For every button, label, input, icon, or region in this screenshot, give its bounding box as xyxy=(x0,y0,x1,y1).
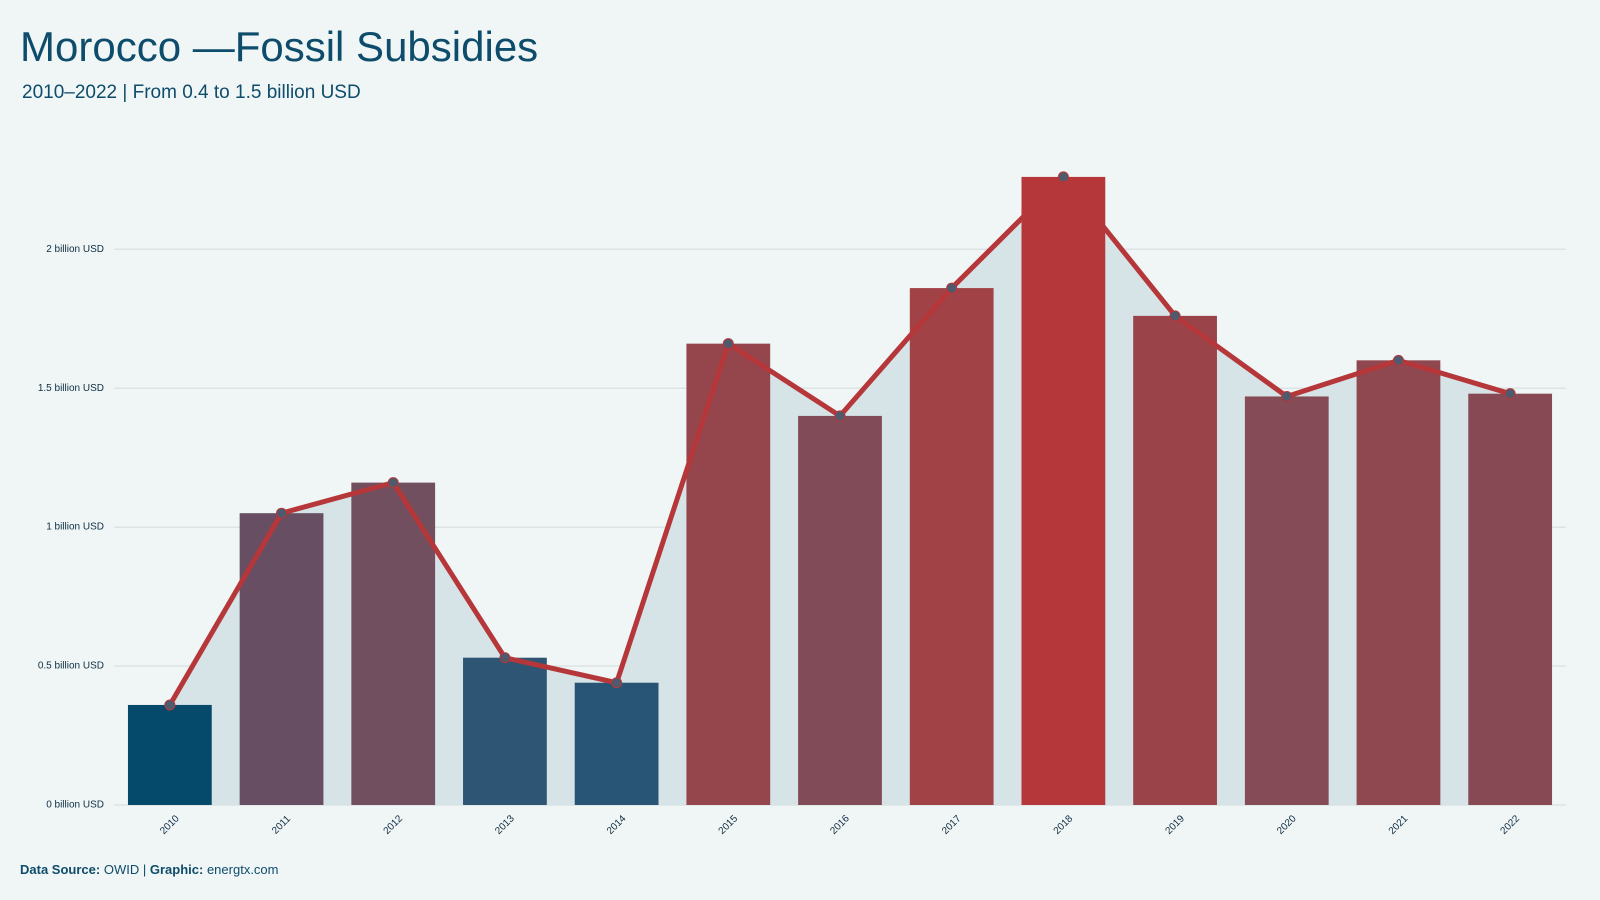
x-tick-label: 2019 xyxy=(1163,813,1187,837)
x-tick-label: 2011 xyxy=(270,813,293,836)
chart-title: Morocco —Fossil Subsidies xyxy=(20,23,538,70)
x-tick-label: 2013 xyxy=(493,813,517,837)
bar xyxy=(351,482,436,805)
x-tick-label: 2015 xyxy=(717,813,741,837)
bar xyxy=(909,288,994,805)
bar xyxy=(1356,360,1441,805)
footer-graphic-label: Graphic: xyxy=(150,862,203,877)
marker xyxy=(722,338,734,350)
chart-subtitle: 2010–2022 | From 0.4 to 1.5 billion USD xyxy=(22,82,361,103)
marker xyxy=(1169,310,1181,322)
y-tick-label: 0 billion USD xyxy=(46,800,104,811)
bar xyxy=(1021,176,1106,806)
bar xyxy=(463,657,547,805)
x-tick-label: 2017 xyxy=(940,813,964,837)
x-tick-label: 2010 xyxy=(158,813,182,837)
marker xyxy=(611,677,623,689)
footer-source: OWID xyxy=(104,862,139,877)
bar xyxy=(1133,315,1217,805)
bar xyxy=(239,513,324,805)
bar xyxy=(686,343,771,805)
footer-separator: | xyxy=(143,862,146,877)
footer-source-label: Data Source: xyxy=(20,862,100,877)
marker xyxy=(1504,388,1516,400)
marker xyxy=(834,410,846,422)
footer: Data Source: OWID | Graphic: energtx.com xyxy=(20,862,279,877)
marker xyxy=(387,477,399,489)
x-tick-label: 2012 xyxy=(382,813,406,837)
bar xyxy=(1244,396,1329,805)
bar xyxy=(1468,393,1553,805)
marker xyxy=(499,652,511,664)
x-tick-label: 2014 xyxy=(605,813,629,837)
marker xyxy=(946,282,958,294)
bar xyxy=(798,415,882,805)
x-tick-label: 2022 xyxy=(1498,813,1522,837)
bar xyxy=(127,704,212,805)
y-tick-label: 1.5 billion USD xyxy=(38,383,104,394)
y-tick-label: 2 billion USD xyxy=(46,244,104,255)
marker xyxy=(1281,390,1293,402)
marker xyxy=(1392,354,1404,366)
x-tick-label: 2020 xyxy=(1275,813,1299,837)
marker xyxy=(1057,171,1069,183)
bar xyxy=(574,682,659,805)
marker xyxy=(276,507,288,519)
x-tick-label: 2018 xyxy=(1052,813,1076,837)
x-tick-label: 2021 xyxy=(1387,813,1411,837)
x-tick-label: 2016 xyxy=(828,813,852,837)
footer-graphic: energtx.com xyxy=(207,862,279,877)
y-tick-label: 0.5 billion USD xyxy=(38,661,104,672)
y-tick-label: 1 billion USD xyxy=(46,522,104,533)
marker xyxy=(164,699,176,711)
